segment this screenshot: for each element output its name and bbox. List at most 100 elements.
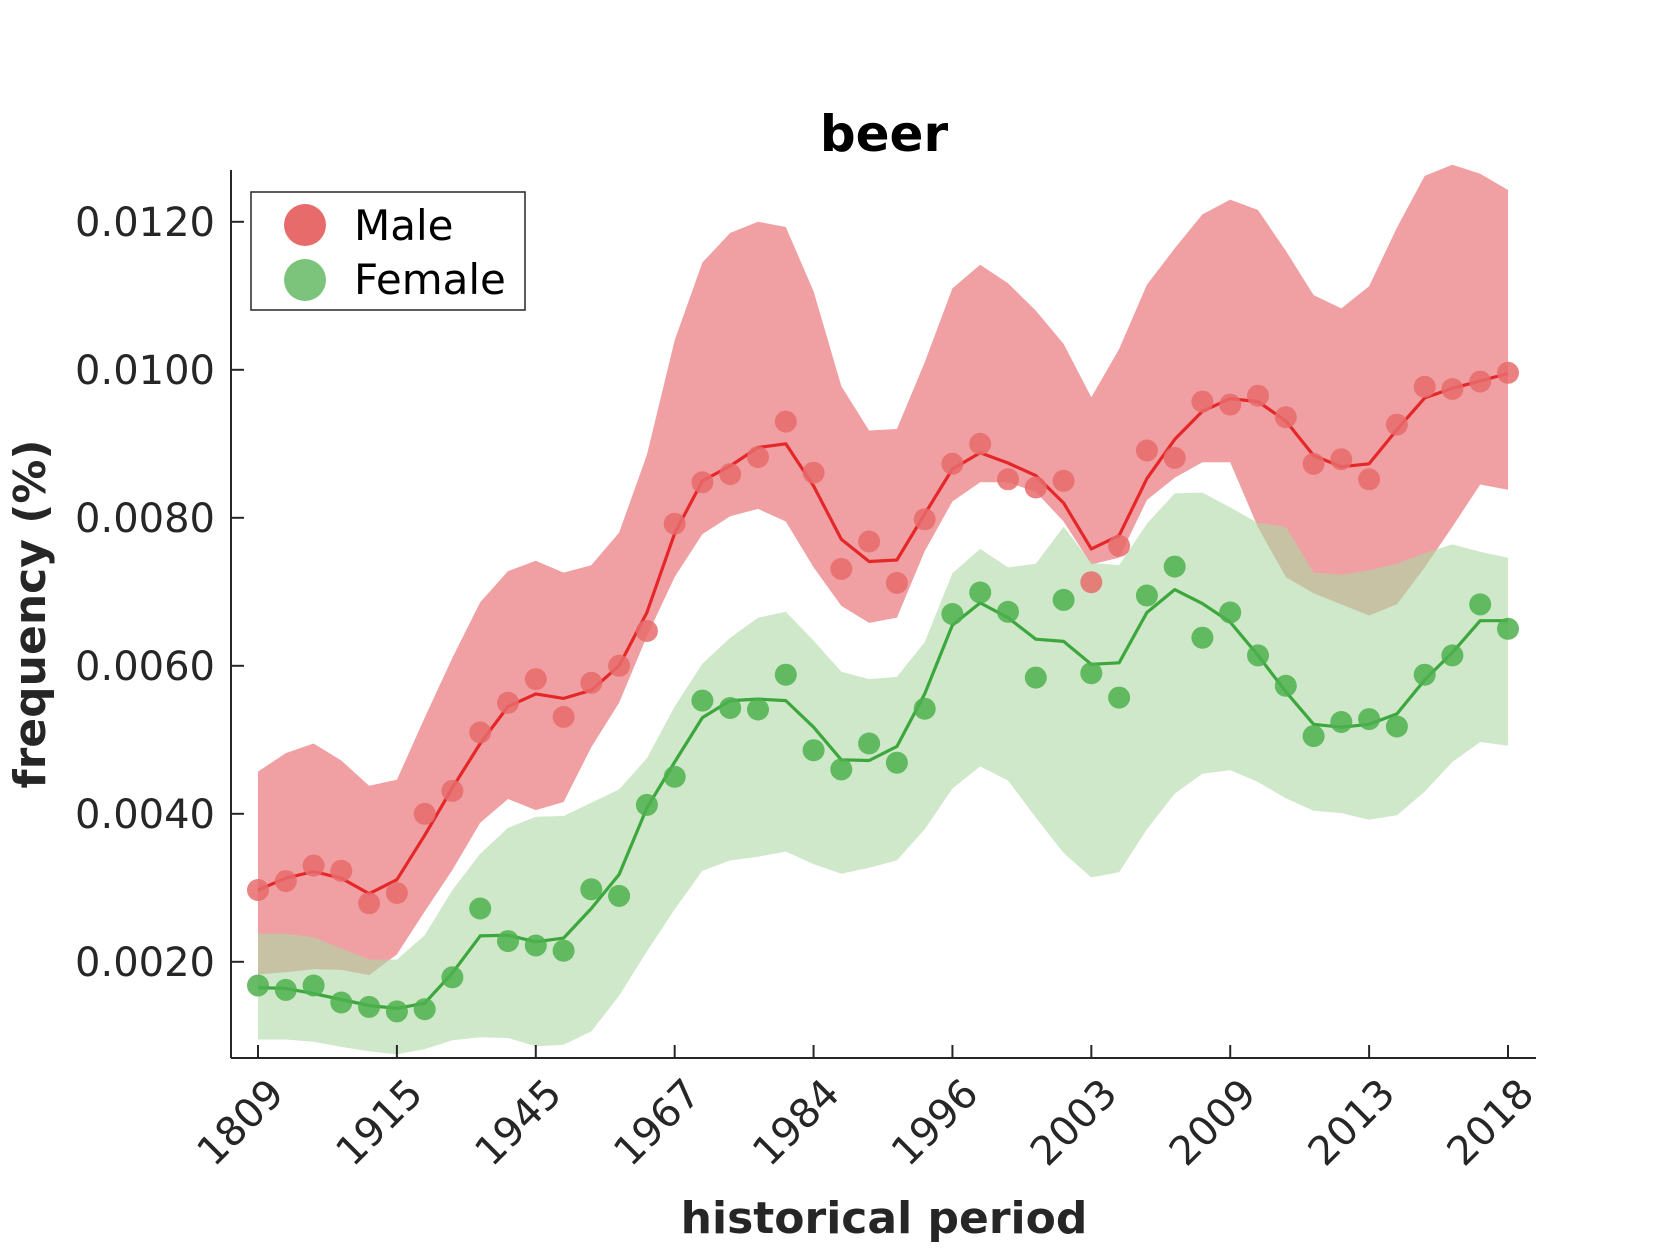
male-point [274,870,297,893]
legend-male-label: Male [354,201,453,250]
male-point [1024,476,1047,499]
male-point [469,721,492,744]
y-tick-label: 0.0020 [75,940,215,986]
male-point [830,557,853,580]
female-point [1274,674,1297,697]
female-point [1385,715,1408,738]
male-point [1135,439,1158,462]
male-point [1080,571,1103,594]
female-point [247,974,269,997]
male-point [691,471,714,494]
male-point [635,620,658,642]
male-confidence-band [258,164,1508,976]
female-point [497,930,519,953]
female-point [1413,663,1436,686]
female-data-points [247,555,1519,1023]
female-point [1163,555,1186,578]
female-point [1024,666,1047,689]
male-point [802,461,825,484]
legend-female-marker [284,259,326,301]
female-point [969,581,992,604]
male-point [1108,534,1131,557]
male-point [1219,393,1242,416]
female-point [635,793,658,816]
female-point [358,995,381,1018]
female-point [1302,725,1325,748]
female-point [1497,617,1519,640]
female-point [802,739,825,762]
male-point [497,691,519,714]
chart-title: beer [820,105,949,163]
male-point [969,432,992,455]
female-point [1469,593,1492,616]
male-trend-line [257,371,1509,896]
female-point [941,603,964,625]
female-point [330,991,353,1014]
female-point [747,698,769,721]
female-point [1080,662,1103,685]
male-point [663,512,686,535]
legend-male-marker [284,204,326,246]
female-point [663,765,686,788]
female-point [469,897,492,920]
female-point [858,732,881,755]
female-point [830,758,853,781]
male-point [330,859,353,882]
male-point [1358,468,1381,491]
male-point [1441,378,1464,400]
male-point [913,508,936,531]
y-axis-ticks: 0.0020 0.0040 0.0060 0.0080 0.0100 0.0120 [75,200,244,986]
male-point [1497,361,1519,384]
male-point [719,463,742,486]
male-point [1247,384,1269,407]
male-point [1302,452,1325,475]
y-tick-label: 0.0120 [75,200,215,246]
plot-area [247,164,1519,1055]
female-point [1108,686,1131,709]
female-point [1358,708,1381,731]
female-point [274,978,297,1001]
female-point [385,1000,408,1023]
male-point [552,705,575,728]
male-point [1274,406,1297,429]
female-point [552,939,575,962]
female-point [1219,601,1242,624]
female-point [997,600,1019,623]
male-point [413,802,436,825]
female-point [885,751,908,774]
male-point [747,446,769,469]
y-tick-label: 0.0080 [75,496,215,542]
female-point [1441,644,1464,667]
plot-content [247,164,1519,1055]
male-point [774,410,797,433]
female-point [1135,584,1158,607]
y-axis-title: frequency (%) [5,439,56,788]
female-point [302,974,325,997]
male-point [997,468,1019,491]
female-point [913,697,936,720]
male-point [1191,390,1214,413]
y-tick-label: 0.0040 [75,792,215,838]
female-point [719,697,742,719]
male-point [858,530,881,553]
male-data-points [247,361,1519,915]
male-point [1163,446,1186,469]
female-point [774,663,797,686]
male-point [580,671,603,694]
female-point [413,998,436,1021]
male-point [358,892,381,915]
female-point [691,689,714,712]
male-point [1385,413,1408,436]
male-point [1330,448,1353,471]
female-point [1247,644,1269,667]
male-point [608,654,631,677]
x-axis-title: historical period [681,1193,1088,1244]
female-point [608,884,631,907]
female-point [1052,588,1075,611]
female-point [580,878,603,901]
female-trend-line [257,587,1508,1011]
y-tick-label: 0.0060 [75,644,215,690]
male-point [302,854,325,877]
